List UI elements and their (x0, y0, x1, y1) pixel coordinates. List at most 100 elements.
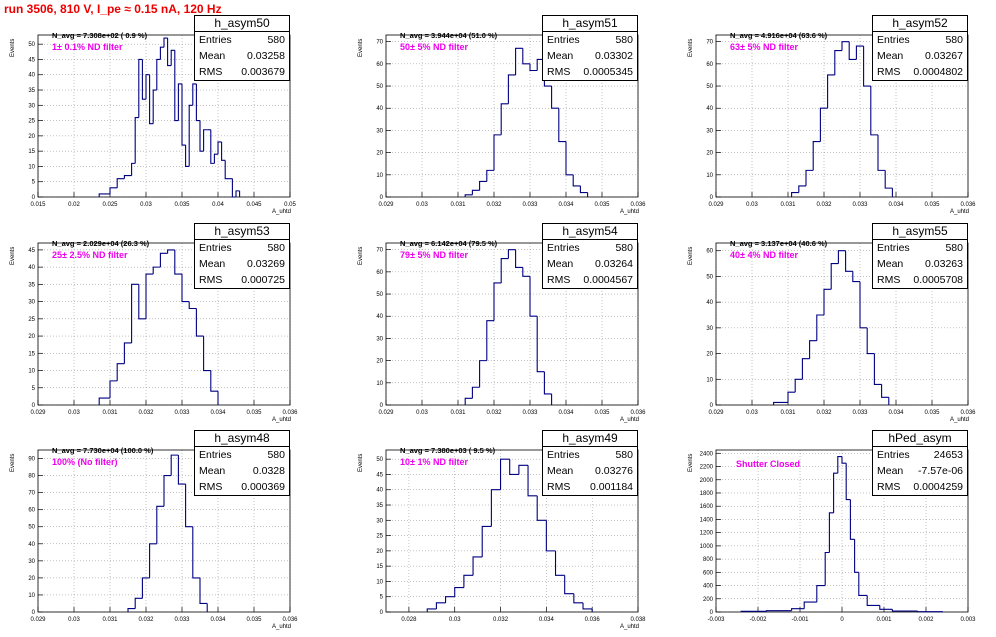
stats-entries-row: Entries 580 (195, 447, 289, 463)
stats-rms-value: 0.0004259 (913, 481, 963, 493)
plot-frame (715, 242, 969, 406)
filter-annotation: 79± 5% ND filter (400, 250, 468, 260)
histogram-bin (816, 585, 826, 603)
x-tick-label: 0.036 (630, 410, 646, 416)
y-tick-label: 0 (32, 195, 36, 201)
y-tick-label: 30 (706, 128, 713, 134)
filter-annotation: 1± 0.1% ND filter (52, 42, 123, 52)
y-tick-label: 50 (28, 42, 35, 48)
stats-mean-value: 0.0328 (252, 465, 285, 477)
histogram-bin (773, 401, 788, 405)
stats-mean-label: Mean (199, 465, 226, 477)
plot-frame (37, 449, 291, 613)
histogram-bin (471, 189, 480, 195)
histogram-bin (551, 86, 559, 109)
histogram-bin (159, 46, 164, 60)
plot-frame (385, 449, 639, 613)
y-tick-label: 40 (28, 542, 35, 548)
x-tick-label: 0.025 (102, 202, 118, 208)
y-tick-label: 45 (28, 248, 35, 254)
x-tick-label: 0.031 (450, 410, 466, 416)
stats-mean-label: Mean (199, 50, 226, 62)
histogram-bin (791, 608, 805, 611)
y-tick-label: 20 (706, 352, 713, 358)
histogram-bin (845, 463, 851, 501)
stats-mean-row: Mean 0.03258 (195, 48, 289, 64)
stats-mean-value: -7.57e-06 (918, 465, 963, 477)
stats-rms-value: 0.0004802 (913, 66, 963, 78)
stats-mean-row: Mean 0.03263 (873, 256, 967, 272)
x-tick-label: 0.03 (746, 410, 758, 416)
stats-mean-row: Mean -7.57e-06 (873, 463, 967, 479)
histogram-bin (174, 249, 182, 275)
stats-entries-row: Entries 580 (873, 240, 967, 256)
histogram-bin (192, 526, 200, 579)
histogram-bin (518, 464, 529, 475)
x-tick-label: 0.033 (522, 202, 538, 208)
y-tick-label: 0 (380, 610, 384, 616)
filter-annotation: 10± 1% ND filter (400, 457, 468, 467)
histogram-bin (138, 58, 143, 118)
stats-box-title: hPed_asym (873, 431, 967, 447)
histogram-bin (98, 397, 110, 405)
histogram-bin (582, 602, 593, 610)
histogram-bin (500, 257, 509, 283)
x-tick-label: 0.032 (138, 617, 154, 623)
y-tick-label: 30 (28, 103, 35, 109)
histogram-bin (134, 597, 143, 609)
stats-mean-row: Mean 0.03264 (543, 256, 637, 272)
filter-annotation: 25± 2.5% ND filter (52, 250, 128, 260)
histogram-bin (823, 288, 832, 315)
y-tick-label: 25 (376, 534, 383, 540)
x-tick-label: 0.033 (852, 410, 868, 416)
x-axis-label: A_uhtd (620, 417, 640, 423)
histogram-bin (879, 605, 893, 610)
histogram-bin (845, 250, 853, 272)
histogram-bin (156, 505, 164, 544)
histogram-panel-h_asym53: 0.029 0.03 0.031 0.032 0.033 0.034 0.035 0.036 0… (0, 223, 320, 430)
histogram-bin (145, 273, 154, 319)
histogram-bin (116, 178, 125, 188)
histogram-bin (841, 41, 850, 51)
histogram-bin (127, 608, 136, 612)
histogram-bin (573, 593, 584, 604)
x-tick-label: 0.032 (493, 617, 509, 623)
stats-rms-value: 0.0005345 (583, 66, 633, 78)
stats-entries-value: 24653 (933, 449, 963, 461)
histogram-bin (210, 370, 218, 392)
stats-rms-label: RMS (877, 66, 901, 78)
y-axis-label-text: Events (358, 38, 364, 57)
histogram-panel-h_asym51: 0.029 0.03 0.031 0.032 0.033 0.034 0.035 0.036 0… (348, 15, 668, 222)
stats-mean-label: Mean (877, 465, 904, 477)
y-tick-label: 50 (376, 292, 383, 298)
histogram-bin (152, 89, 157, 124)
histogram-bin (854, 539, 859, 573)
y-tick-label: 0 (32, 403, 36, 409)
stats-entries-value: 580 (267, 242, 285, 254)
y-tick-label: 40 (28, 73, 35, 79)
histogram-bin (834, 49, 842, 75)
histogram-bin (152, 266, 161, 275)
y-tick-label: 50 (376, 84, 383, 90)
histogram-bin (803, 601, 817, 609)
histogram-bin (529, 276, 538, 317)
y-tick-label: 25 (28, 317, 35, 323)
x-axis-label: A_uhtd (272, 624, 292, 630)
histogram-bin (572, 174, 581, 187)
histogram-bin (787, 391, 796, 403)
histogram-bin (181, 83, 186, 146)
y-tick-label: 30 (28, 559, 35, 565)
y-tick-label: 25 (28, 119, 35, 125)
histogram-plot: 0.015 0.02 0.025 0.03 0.035 0.04 0.045 0.05 0 5 10… (28, 34, 296, 208)
histogram-bin (163, 475, 172, 507)
histogram-bin (481, 525, 492, 557)
y-tick-label: 1000 (700, 544, 714, 550)
histogram-bin (185, 145, 190, 167)
x-tick-label: 0.03 (68, 617, 80, 623)
histogram-bin (464, 194, 473, 197)
y-tick-label: 70 (376, 248, 383, 254)
histogram-bin (812, 140, 821, 171)
histogram-bin (579, 185, 588, 194)
histogram-bin (801, 358, 810, 380)
histogram-bin (859, 281, 868, 329)
